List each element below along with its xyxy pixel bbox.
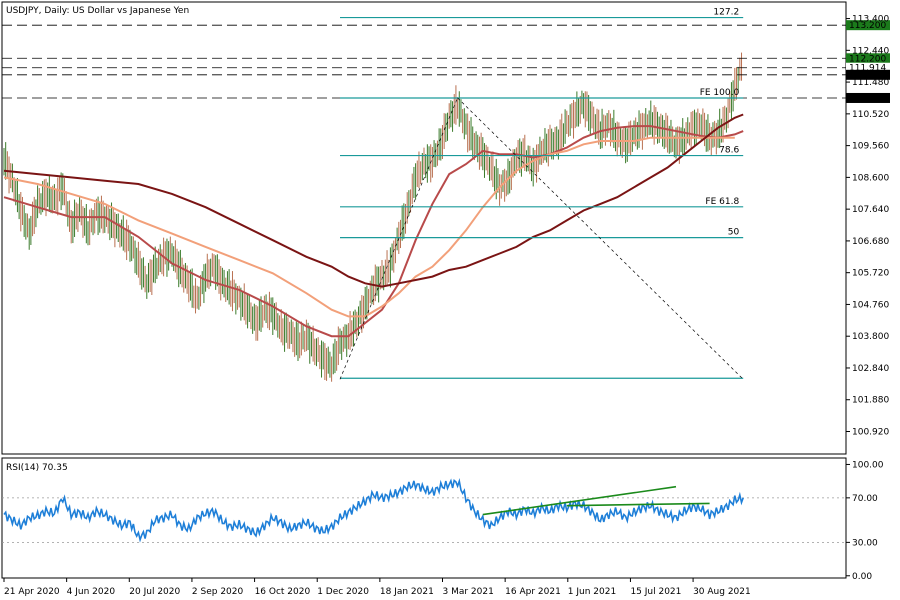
- y-tick-label: 104.760: [852, 300, 889, 310]
- moving-average-ma_mid: [3, 136, 735, 318]
- y-tick-label: 111.480: [852, 78, 889, 88]
- x-tick-label: 18 Jan 2021: [380, 587, 434, 597]
- y-tick-label: 106.680: [852, 237, 889, 247]
- x-tick-label: 15 Jul 2021: [630, 587, 681, 597]
- x-tick-label: 2 Sep 2020: [192, 587, 244, 597]
- x-tick-label: 1 Dec 2020: [317, 587, 369, 597]
- rsi-y-axis: 100.00 70.00 30.00 0.00: [846, 460, 884, 582]
- price-level-label: 111.914: [849, 64, 886, 74]
- price-level-box: [846, 20, 890, 31]
- price-level-label: 112.200: [849, 54, 886, 64]
- moving-average-ma_slow: [3, 113, 744, 288]
- fib-label: 127.2: [713, 8, 739, 18]
- fib-label: FE 61.8: [705, 197, 739, 207]
- rsi-line: [3, 477, 744, 543]
- y-tick-label: 100.920: [852, 428, 889, 438]
- rsi-grid: [2, 497, 846, 543]
- fib-label: FE 100.0: [700, 88, 740, 98]
- y-tick-label: 105.720: [852, 269, 889, 279]
- x-tick-label: 1 Jun 2021: [568, 587, 616, 597]
- x-axis: 21 Apr 2020 4 Jun 2020 20 Jul 2020 2 Sep 20…: [3, 578, 751, 597]
- price-moving-averages: [3, 113, 744, 338]
- price-trend-lines: [339, 97, 744, 380]
- rsi-trend-lines: [482, 485, 710, 516]
- chart-title: USDJPY, Daily: US Dollar vs Japanese Yen: [6, 6, 189, 16]
- price-level-box: [846, 53, 890, 64]
- moving-average-ma_fast: [3, 125, 744, 338]
- price-level-label: 113.200: [849, 21, 886, 31]
- rsi-tick-label: 70.00: [852, 494, 878, 504]
- fib-label: 50: [728, 228, 740, 238]
- y-tick-label: 108.600: [852, 173, 889, 183]
- y-tick-label: 110.520: [852, 110, 889, 120]
- y-tick-label: 112.440: [852, 46, 889, 56]
- x-tick-label: 16 Oct 2020: [255, 587, 311, 597]
- rsi-trend-line: [566, 502, 710, 507]
- x-tick-label: 30 Aug 2021: [693, 587, 751, 597]
- x-tick-label: 16 Apr 2021: [505, 587, 561, 597]
- rsi-title: RSI(14) 70.35: [6, 463, 68, 473]
- rsi-tick-label: 30.00: [852, 538, 878, 548]
- rsi-series: [3, 477, 744, 543]
- rsi-tick-label: 0.00: [852, 572, 872, 582]
- y-tick-label: 101.880: [852, 396, 889, 406]
- price-level-label: 111.000: [849, 94, 886, 104]
- x-tick-label: 3 Mar 2021: [443, 587, 494, 597]
- rsi-panel-frame: [1, 457, 847, 579]
- price-y-axis: 113.400 112.440 111.480 110.520 109.560 108.6…: [846, 15, 889, 438]
- price-level-box: [846, 92, 890, 103]
- x-tick-label: 21 Apr 2020: [4, 587, 60, 597]
- price-level-box: [846, 62, 890, 73]
- price-level-label: 111.700: [849, 71, 886, 81]
- x-tick-label: 20 Jul 2020: [129, 587, 180, 597]
- trend-line: [339, 97, 458, 380]
- fib-label: 78.6: [719, 146, 739, 156]
- y-tick-label: 102.840: [852, 364, 889, 374]
- rsi-trend-line: [482, 485, 677, 516]
- y-tick-label: 107.640: [852, 205, 889, 215]
- y-tick-label: 103.800: [852, 332, 889, 342]
- y-tick-label: 109.560: [852, 142, 889, 152]
- rsi-tick-label: 100.00: [852, 460, 884, 470]
- x-tick-label: 4 Jun 2020: [67, 587, 116, 597]
- price-level-box: [846, 69, 890, 80]
- trend-line: [457, 97, 744, 380]
- y-tick-label: 113.400: [852, 15, 889, 25]
